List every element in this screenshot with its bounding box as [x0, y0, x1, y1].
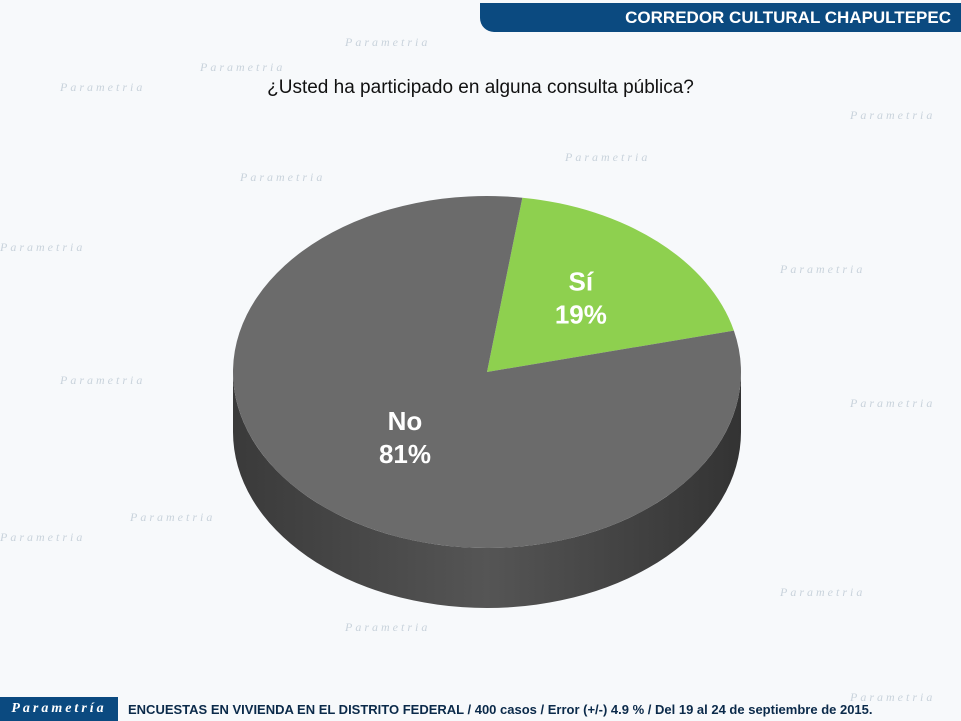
footer-note: ENCUESTAS EN VIVIENDA EN EL DISTRITO FED…	[128, 702, 873, 717]
header-bar: CORREDOR CULTURAL CHAPULTEPEC	[480, 3, 961, 32]
header-title: CORREDOR CULTURAL CHAPULTEPEC	[625, 8, 951, 27]
chart-title: ¿Usted ha participado en alguna consulta…	[267, 77, 694, 98]
pie-side	[233, 372, 741, 608]
slice-value-label: 19%	[555, 299, 607, 329]
slice-label: No	[388, 406, 423, 436]
pie-slice-si	[487, 197, 734, 372]
parametria-logo: Parametría	[0, 697, 118, 721]
slice-value-label: 81%	[379, 439, 431, 469]
slice-label: Sí	[569, 266, 594, 296]
pie-slice-no	[233, 196, 742, 548]
